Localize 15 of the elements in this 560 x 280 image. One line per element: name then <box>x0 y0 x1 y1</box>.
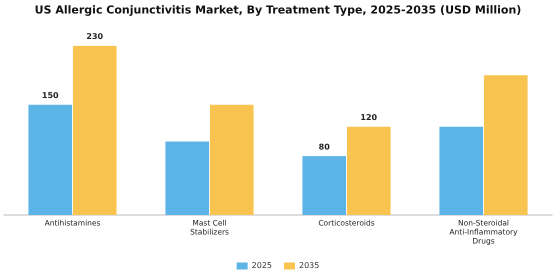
bar <box>439 126 484 215</box>
bar <box>165 141 210 215</box>
chart-title: US Allergic Conjunctivitis Market, By Treatment Type, 2025-2035 (USD Million) <box>34 3 522 16</box>
legend-label: 2035 <box>299 261 320 270</box>
data-label: 150 <box>42 90 60 100</box>
legend-label: 2025 <box>252 261 272 270</box>
data-label: 230 <box>86 32 104 41</box>
bar <box>210 104 254 215</box>
bar <box>72 46 117 215</box>
bar <box>484 75 528 215</box>
bar <box>28 104 72 215</box>
data-label: 80 <box>318 142 330 152</box>
bar <box>302 156 346 215</box>
bar <box>346 126 391 215</box>
data-label: 120 <box>360 112 378 122</box>
